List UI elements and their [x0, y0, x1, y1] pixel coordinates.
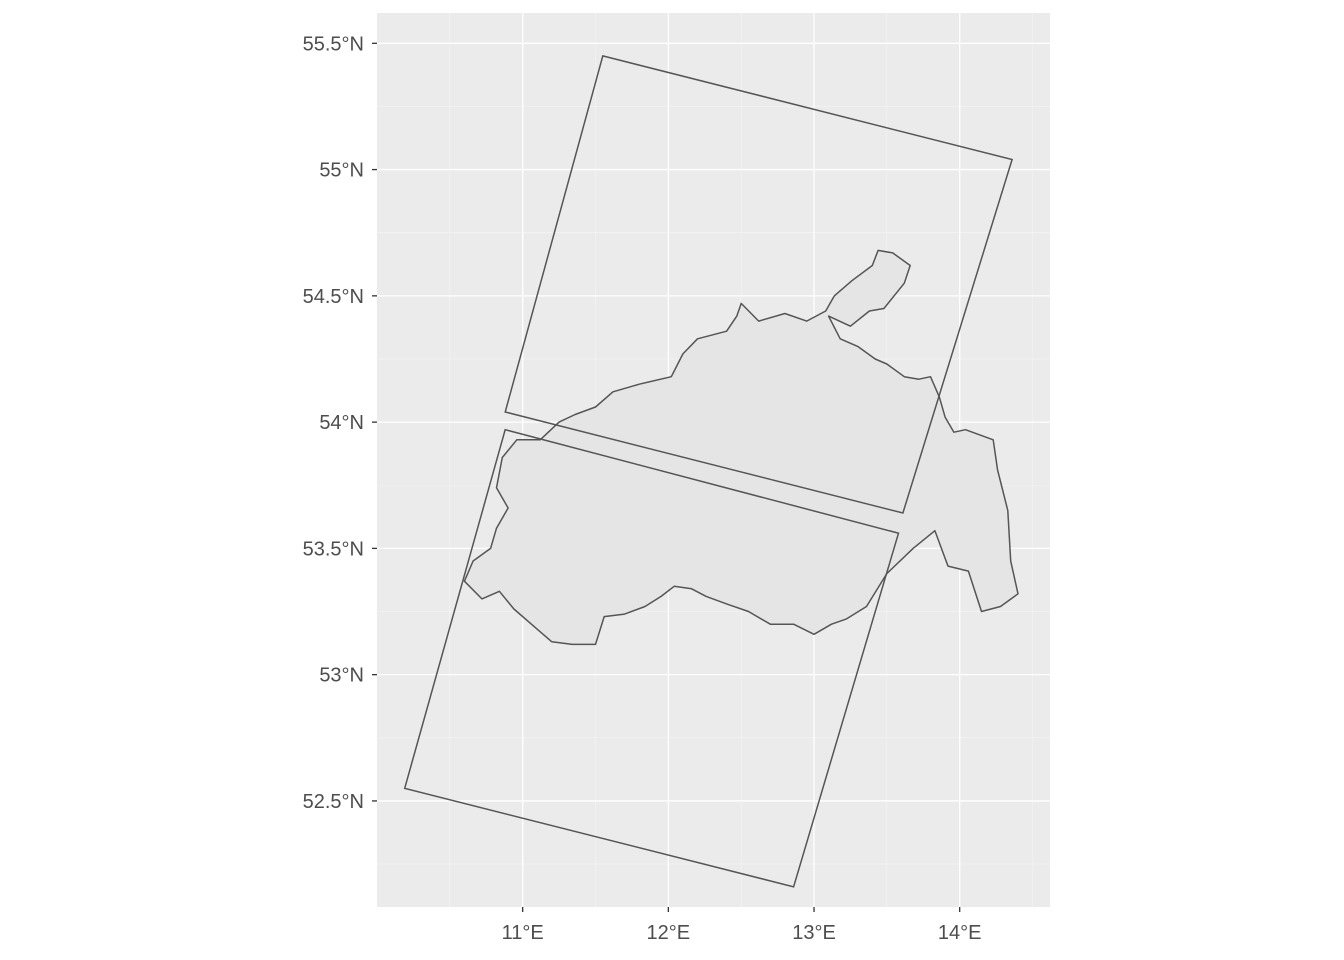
y-tick-label-4: 54.5°N [303, 286, 364, 308]
x-tick-label-1: 12°E [647, 922, 691, 944]
footprint-1 [403, 428, 900, 888]
footprint-0 [504, 54, 1014, 514]
y-tick-label-5: 55°N [319, 160, 364, 182]
y-tick-label-0: 52.5°N [303, 791, 364, 813]
footprint-layer [403, 54, 1014, 888]
axes: 11°E 12°E 13°E 14°E 52.5°N 53°N 53.5°N 54°N 54.5… [303, 33, 982, 944]
region-layer [463, 249, 1019, 646]
y-tick-label-1: 53°N [319, 665, 364, 687]
x-tick-label-0: 11°E [502, 922, 544, 944]
x-tick-label-3: 14°E [938, 922, 982, 944]
y-tick-label-2: 53.5°N [303, 538, 364, 560]
y-tick-label-6: 55.5°N [303, 33, 364, 55]
region-outline [463, 249, 1019, 646]
x-tick-label-2: 13°E [792, 922, 836, 944]
y-tick-label-3: 54°N [319, 412, 364, 434]
